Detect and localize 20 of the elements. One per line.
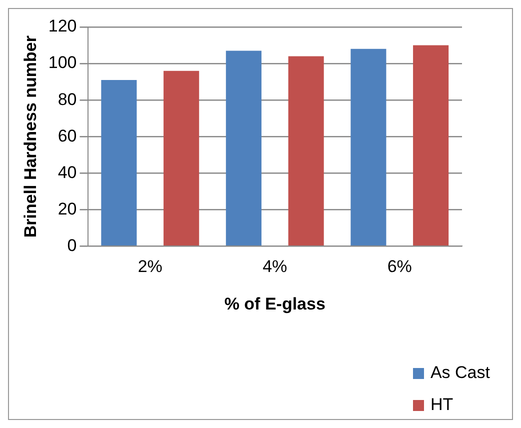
y-tick-label: 20: [58, 199, 77, 218]
y-tick-label: 60: [58, 126, 77, 146]
y-tick-label: 40: [58, 162, 77, 182]
bar: [226, 50, 262, 246]
legend-label: As Cast: [430, 363, 490, 383]
bar: [413, 45, 449, 246]
bar: [288, 56, 324, 246]
y-tick-label: 120: [48, 16, 77, 36]
y-tick-label: 80: [58, 90, 77, 109]
x-tick-label: 2%: [138, 257, 162, 276]
bar: [164, 70, 200, 246]
x-tick-label: 4%: [262, 257, 288, 276]
bar: [101, 80, 137, 246]
legend-label: HT: [430, 395, 454, 415]
bar: [350, 48, 386, 246]
x-axis-title: % of E-glass: [224, 294, 326, 314]
x-tick-label: 6%: [387, 257, 412, 276]
y-tick-label: 100: [48, 53, 77, 72]
y-tick-label: 0: [67, 236, 77, 255]
y-axis-title: Brinell Hardness number: [20, 35, 40, 238]
